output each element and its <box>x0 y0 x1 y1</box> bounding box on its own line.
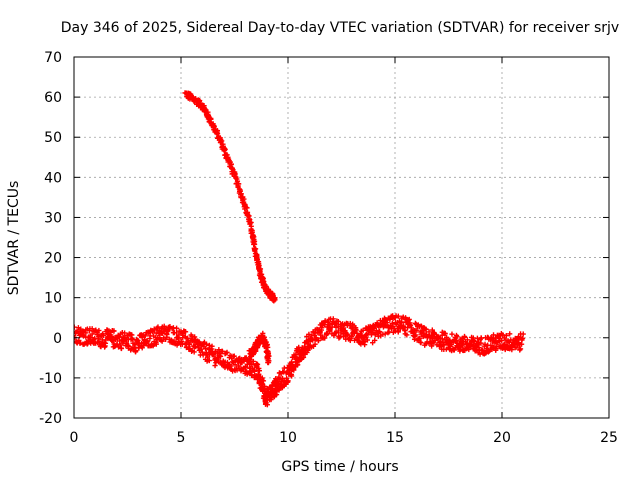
x-tick-label: 5 <box>177 430 186 446</box>
x-tick-label: 10 <box>279 430 297 446</box>
y-tick-label: -20 <box>39 411 62 427</box>
y-tick-label: 30 <box>44 210 62 226</box>
series-0-points <box>182 90 278 304</box>
y-axis-label: SDTVAR / TECUs <box>6 181 22 296</box>
y-tick-label: 50 <box>44 130 62 146</box>
y-tick-label: -10 <box>39 371 62 387</box>
y-tick-label: 0 <box>53 331 62 347</box>
tick-layer: 0 5 10 15 20 25 -20 -10 0 10 20 30 40 50 60 70 <box>39 50 618 446</box>
y-tick-label: 70 <box>44 50 62 66</box>
x-tick-label: 20 <box>493 430 511 446</box>
x-axis-label: GPS time / hours <box>281 459 398 475</box>
x-tick-label: 0 <box>70 430 79 446</box>
y-tick-label: 60 <box>44 90 62 106</box>
series-2-points <box>246 330 272 366</box>
y-tick-label: 10 <box>44 291 62 307</box>
plot-frame <box>73 56 610 419</box>
data-layer <box>74 90 526 408</box>
chart-title: Day 346 of 2025, Sidereal Day-to-day VTE… <box>61 20 619 36</box>
series-1-points <box>74 313 526 408</box>
y-tick-label: 40 <box>44 170 62 186</box>
x-tick-label: 25 <box>600 430 618 446</box>
y-tick-label: 20 <box>44 251 62 267</box>
x-tick-label: 15 <box>386 430 404 446</box>
